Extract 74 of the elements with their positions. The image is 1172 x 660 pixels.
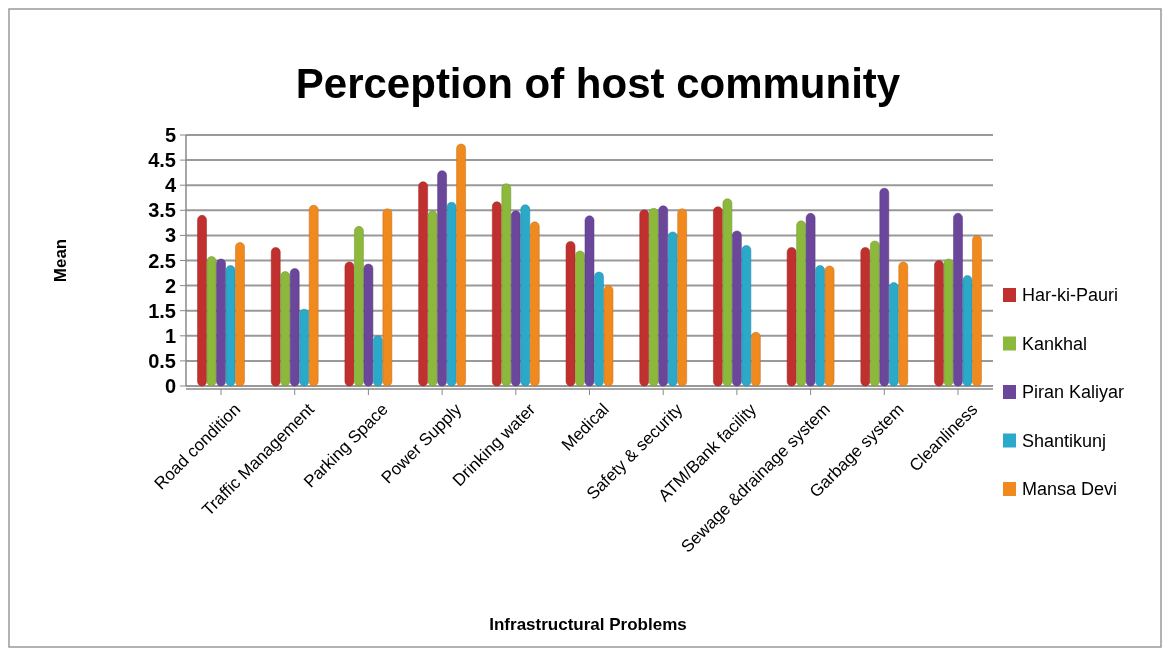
legend-label: Kankhal xyxy=(1022,333,1088,354)
bar xyxy=(270,247,281,387)
bar xyxy=(815,265,825,387)
bar xyxy=(427,210,438,387)
legend-label: Mansa Devi xyxy=(1022,479,1118,500)
bar xyxy=(206,256,217,387)
bar xyxy=(889,282,899,387)
y-tick-label: 5 xyxy=(164,124,176,146)
y-tick-label: 1 xyxy=(164,324,176,347)
bar xyxy=(373,335,383,387)
bar xyxy=(520,204,531,387)
bar xyxy=(658,205,668,387)
legend-label: Shantikunj xyxy=(1022,430,1107,451)
bar xyxy=(879,187,890,387)
bar xyxy=(594,271,604,387)
bar xyxy=(501,183,512,387)
bar xyxy=(289,268,300,387)
y-tick-label: 1.5 xyxy=(148,299,176,322)
bar xyxy=(943,258,954,387)
bar xyxy=(648,208,659,387)
bar xyxy=(677,208,687,387)
bar xyxy=(565,241,576,387)
bar xyxy=(870,240,880,387)
bar xyxy=(216,258,226,387)
bar xyxy=(898,261,909,387)
legend-label: Piran Kaliyar xyxy=(1022,382,1125,403)
bar xyxy=(972,235,982,387)
bar xyxy=(962,275,973,387)
bar xyxy=(446,202,457,387)
bar xyxy=(796,220,806,387)
chart-title: Perception of host community xyxy=(295,60,901,107)
bar xyxy=(308,205,319,387)
bar xyxy=(722,198,733,387)
y-tick-label: 4.5 xyxy=(148,149,176,172)
bar xyxy=(456,143,466,387)
y-tick-label: 2.5 xyxy=(148,249,176,272)
bar xyxy=(363,263,374,387)
bar xyxy=(639,209,649,387)
bar xyxy=(492,201,502,387)
bar xyxy=(953,213,963,387)
bar xyxy=(751,332,761,387)
y-tick-label: 0 xyxy=(164,375,176,397)
bar xyxy=(824,265,835,387)
x-axis-title: Infrastructural Problems xyxy=(489,615,687,634)
bar xyxy=(934,260,944,387)
bar xyxy=(344,261,355,387)
bar xyxy=(280,271,290,387)
bar xyxy=(805,213,816,387)
bar xyxy=(575,250,585,387)
bar xyxy=(860,247,871,387)
bar xyxy=(197,215,207,387)
bar xyxy=(299,308,309,387)
legend-label: Har-ki-Pauri xyxy=(1022,285,1119,306)
y-tick-label: 3.5 xyxy=(148,199,176,222)
bar xyxy=(584,215,595,387)
bar xyxy=(713,206,723,387)
y-tick-label: 3 xyxy=(164,224,176,247)
y-tick-label: 2 xyxy=(164,274,176,297)
bar xyxy=(437,170,447,387)
bar xyxy=(667,231,678,387)
bar xyxy=(418,181,428,387)
bar xyxy=(225,265,236,387)
bar xyxy=(382,208,393,387)
bar xyxy=(354,226,364,387)
bar xyxy=(511,210,521,387)
bar xyxy=(741,245,752,387)
y-axis-title: Mean xyxy=(51,238,70,283)
bar xyxy=(530,221,540,387)
bar xyxy=(732,230,742,387)
y-tick-label: 4 xyxy=(164,174,177,197)
y-tick-label: 0.5 xyxy=(148,349,176,372)
bar xyxy=(235,242,245,387)
bar xyxy=(603,285,614,387)
bar xyxy=(786,247,797,387)
